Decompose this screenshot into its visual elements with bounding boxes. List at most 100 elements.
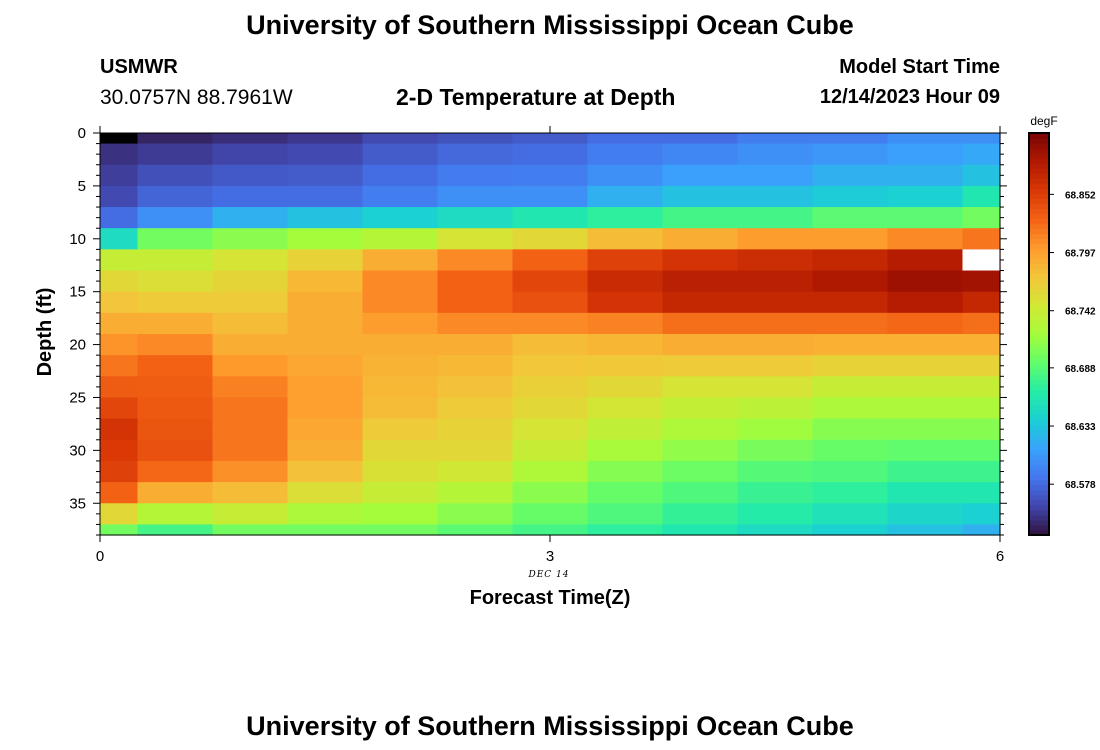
heatmap-cell — [737, 418, 814, 441]
heatmap-cell — [737, 376, 814, 399]
heatmap-cell — [662, 376, 739, 399]
colorbar-swatch — [1029, 238, 1049, 245]
heatmap-cell — [662, 228, 739, 250]
colorbar-swatch — [1029, 374, 1049, 380]
colorbar-swatch — [1029, 313, 1049, 320]
colorbar-swatch — [1029, 424, 1049, 431]
heatmap-cell — [887, 291, 964, 314]
heatmap-cell — [100, 185, 139, 208]
heatmap-cell — [287, 376, 364, 399]
y-tick-label: 35 — [69, 495, 86, 512]
heatmap-cell — [812, 482, 889, 504]
heatmap-cell — [662, 397, 739, 420]
colorbar-swatch — [1029, 509, 1049, 516]
colorbar-swatch — [1029, 369, 1049, 375]
colorbar-swatch — [1029, 444, 1049, 451]
colorbar-swatch — [1029, 394, 1049, 400]
heatmap-cell — [962, 207, 1001, 229]
heatmap-cell — [887, 334, 964, 356]
heatmap-cell — [100, 312, 139, 335]
colorbar-swatch — [1029, 143, 1049, 149]
heatmap-cell — [887, 228, 964, 250]
colorbar-swatch — [1029, 439, 1049, 446]
heatmap-cell — [437, 418, 514, 441]
heatmap-cell — [662, 249, 739, 272]
heatmap-cell — [287, 482, 364, 504]
heatmap-cell — [737, 207, 814, 229]
heatmap-cell — [137, 460, 214, 483]
heatmap-cell — [137, 312, 214, 335]
colorbar-swatch — [1029, 459, 1049, 466]
heatmap-cell — [512, 460, 589, 483]
heatmap-cell — [962, 270, 1001, 293]
heatmap-cell — [100, 143, 139, 166]
colorbar-swatch — [1029, 218, 1049, 225]
heatmap-cell — [362, 133, 439, 145]
heatmap-cell — [887, 418, 964, 441]
heatmap-cell — [362, 376, 439, 399]
colorbar-swatch — [1029, 323, 1049, 330]
heatmap-cell — [812, 249, 889, 272]
heatmap-cell — [287, 185, 364, 208]
heatmap-cell — [662, 185, 739, 208]
heatmap-nodata-cell — [100, 133, 138, 144]
colorbar-swatch — [1029, 158, 1049, 164]
x-tick-label: 3 — [546, 548, 554, 565]
heatmap-cell — [362, 355, 439, 377]
x-tick-label: 0 — [96, 548, 104, 565]
heatmap-cell — [287, 397, 364, 420]
heatmap-cell — [962, 133, 1001, 145]
heatmap-cell — [100, 482, 139, 504]
heatmap-cell — [437, 291, 514, 314]
heatmap-nodata-cell — [962, 249, 1000, 271]
heatmap-cell — [437, 482, 514, 504]
heatmap-cell — [812, 503, 889, 526]
heatmap-cell — [662, 418, 739, 441]
heatmap-cell — [100, 355, 139, 377]
heatmap-cell — [212, 460, 289, 483]
heatmap-cell — [812, 185, 889, 208]
y-tick-label: 20 — [69, 337, 86, 354]
heatmap-cell — [287, 355, 364, 377]
heatmap-cell — [287, 270, 364, 293]
colorbar-tick-label: 68.578 — [1065, 480, 1096, 491]
footer-title: University of Southern Mississippi Ocean… — [246, 711, 854, 741]
heatmap-cell — [362, 524, 439, 536]
y-axis-title: Depth (ft) — [34, 288, 56, 377]
heatmap-cell — [362, 249, 439, 272]
heatmap-cell — [512, 524, 589, 536]
heatmap-cell — [362, 228, 439, 250]
heatmap-cell — [287, 133, 364, 145]
colorbar-swatch — [1029, 233, 1049, 240]
heatmap-cell — [812, 228, 889, 250]
colorbar-tick-label: 68.852 — [1065, 190, 1096, 201]
heatmap-cell — [662, 207, 739, 229]
heatmap-cell — [962, 291, 1001, 314]
colorbar-swatch — [1029, 404, 1049, 410]
heatmap-cell — [437, 207, 514, 229]
heatmap-cell — [100, 503, 139, 526]
heatmap-cell — [100, 524, 139, 536]
heatmap-cell — [362, 270, 439, 293]
heatmap-cell — [137, 524, 214, 536]
heatmap-cell — [437, 164, 514, 187]
colorbar-swatch — [1029, 489, 1049, 496]
heatmap-cells — [100, 133, 1001, 536]
colorbar-swatch — [1029, 469, 1049, 476]
heatmap-cell — [587, 228, 664, 250]
colorbar-swatch — [1029, 414, 1049, 421]
heatmap-cell — [512, 133, 589, 145]
heatmap-cell — [737, 524, 814, 536]
colorbar-swatch — [1029, 268, 1049, 275]
colorbar-frame — [1028, 132, 1050, 536]
heatmap-cell — [887, 164, 964, 187]
heatmap-cell — [962, 312, 1001, 335]
heatmap-cell — [662, 503, 739, 526]
heatmap-cell — [662, 334, 739, 356]
heatmap-cell — [512, 143, 589, 166]
heatmap-cell — [100, 207, 139, 229]
heatmap-cell — [137, 133, 214, 145]
heatmap-cell — [100, 249, 139, 272]
heatmap-cell — [287, 228, 364, 250]
